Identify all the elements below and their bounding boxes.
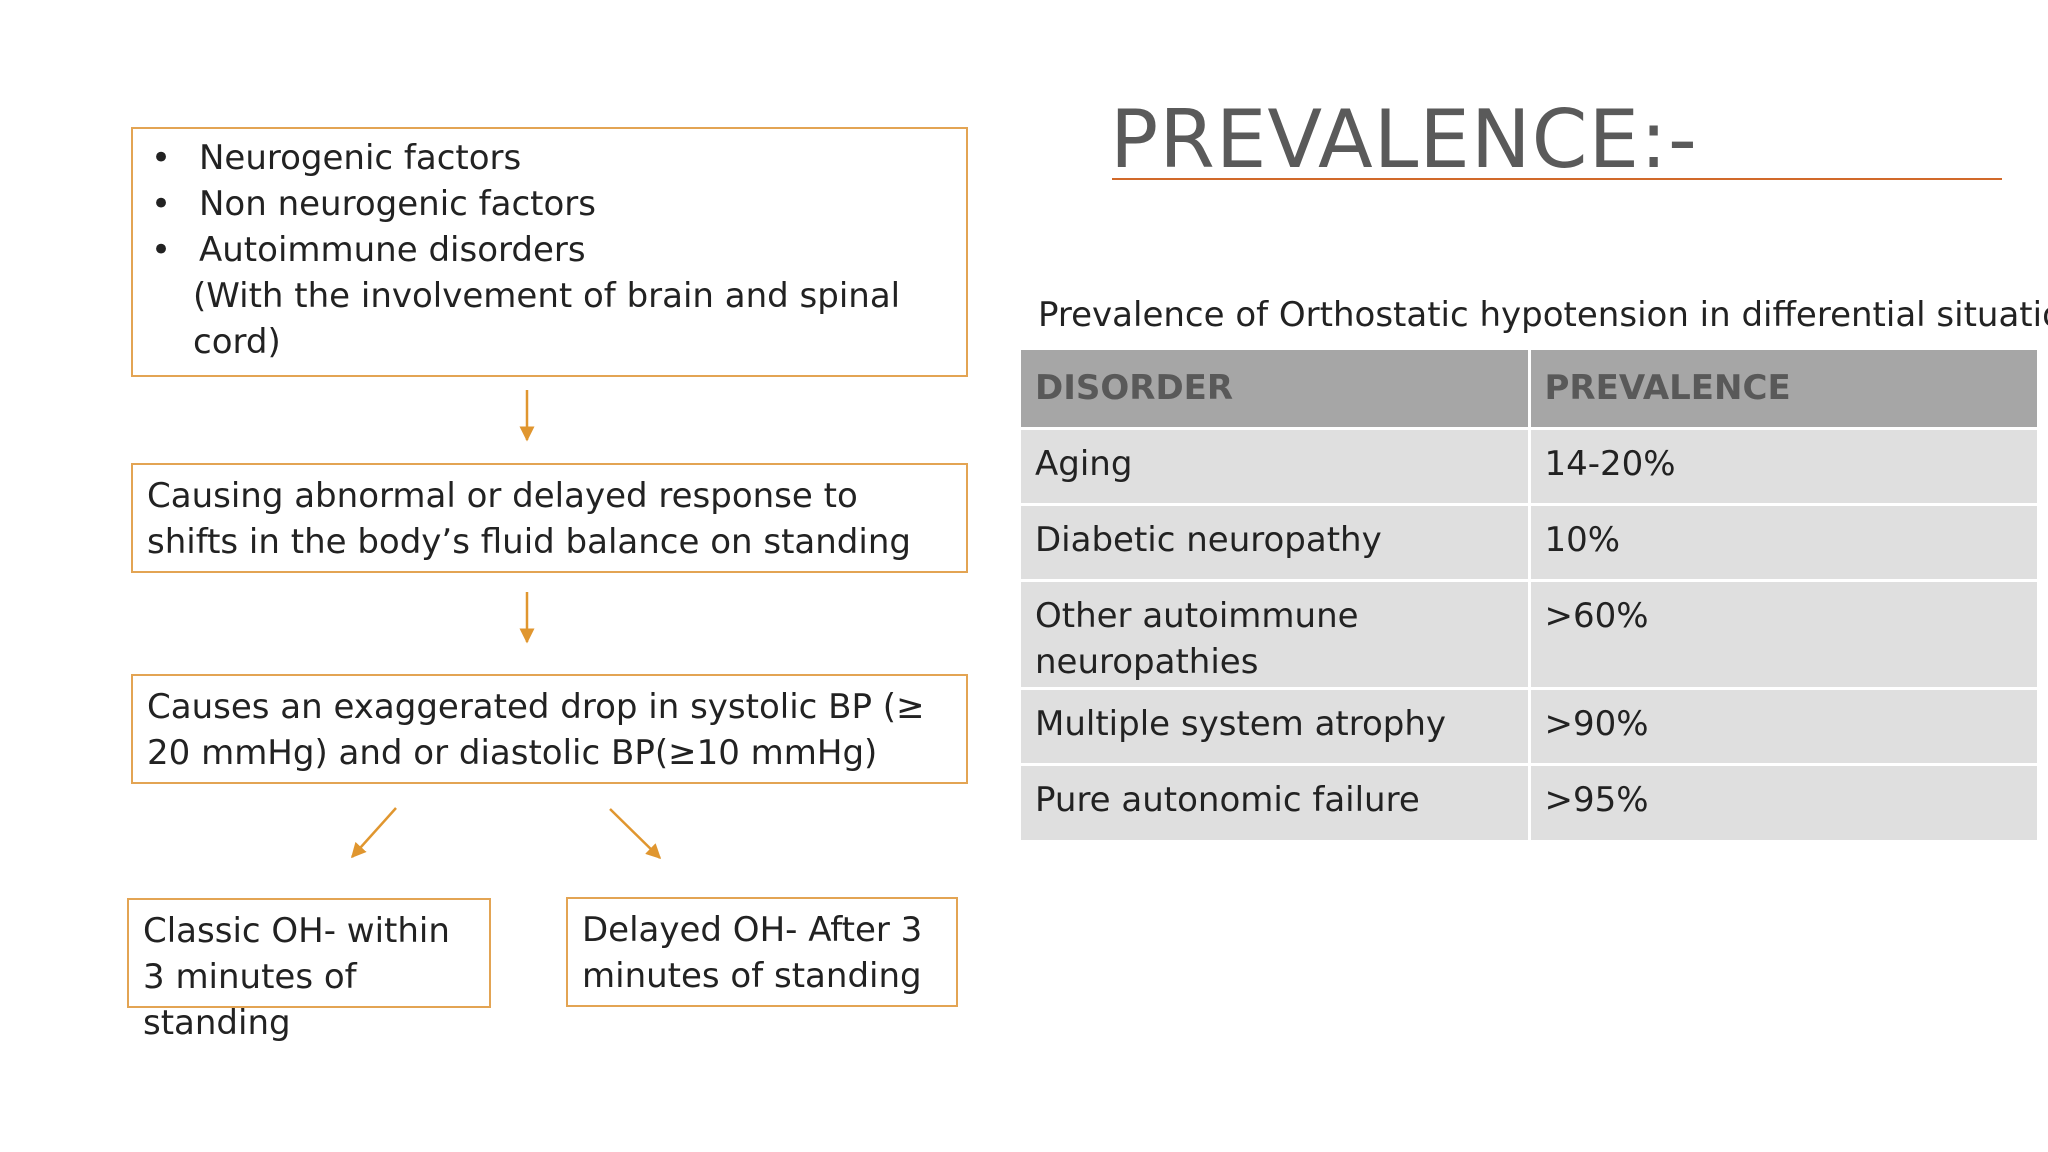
bullet-icon: •	[151, 184, 172, 224]
prevalence-cell: >60%	[1529, 578, 2040, 688]
column-header-prevalence: PREVALENCE	[1529, 350, 2040, 428]
down-right-arrow-icon	[609, 808, 662, 860]
prevalence-cell: 14-20%	[1529, 426, 2040, 504]
table-row: Other autoimmune neuropathies >60%	[1021, 578, 2040, 688]
prevalence-cell: >95%	[1529, 762, 2040, 840]
disorder-cell: Aging	[1021, 426, 1531, 504]
bp-drop-box: Causes an exaggerated drop in systolic B…	[131, 674, 968, 784]
prevalence-cell: >90%	[1529, 686, 2040, 764]
table-row: Pure autonomic failure >95%	[1021, 762, 2040, 840]
disorder-cell: Pure autonomic failure	[1021, 762, 1531, 840]
column-header-disorder: DISORDER	[1021, 350, 1531, 428]
list-item: • Autoimmune disorders	[147, 227, 966, 273]
table-caption: Prevalence of Orthostatic hypotension in…	[1038, 295, 2048, 335]
response-box: Causing abnormal or delayed response to …	[131, 463, 968, 573]
bullet-icon: •	[151, 230, 172, 270]
list-item: • Non neurogenic factors	[147, 181, 966, 227]
disorder-cell: Diabetic neuropathy	[1021, 502, 1531, 580]
table-row: Aging 14-20%	[1021, 426, 2040, 504]
prevalence-cell: 10%	[1529, 502, 2040, 580]
causes-note: (With the involvement of brain and spina…	[193, 276, 901, 362]
down-left-arrow-icon	[350, 807, 397, 859]
causes-box: • Neurogenic factors • Non neurogenic fact…	[131, 127, 968, 377]
cause-label: Autoimmune disorders	[199, 230, 586, 270]
table-row: Diabetic neuropathy 10%	[1021, 502, 2040, 580]
table-row: Multiple system atrophy >90%	[1021, 686, 2040, 764]
delayed-oh-box: Delayed OH- After 3 minutes of standing	[566, 897, 958, 1007]
table-header-row: DISORDER PREVALENCE	[1021, 350, 2040, 428]
disorder-cell: Multiple system atrophy	[1021, 686, 1531, 764]
cause-label: Neurogenic factors	[199, 138, 522, 178]
classic-oh-box: Classic OH- within 3 minutes of standing	[127, 898, 491, 1043]
bullet-icon: •	[151, 138, 172, 178]
disorder-cell: Other autoimmune neuropathies	[1021, 578, 1531, 688]
list-item: • Neurogenic factors	[147, 135, 966, 181]
title-underline	[1112, 178, 2002, 180]
cause-label: Non neurogenic factors	[199, 184, 596, 224]
page-title: PREVALENCE:-	[1110, 93, 1698, 186]
causes-list: • Neurogenic factors • Non neurogenic fact…	[147, 135, 966, 273]
prevalence-table: DISORDER PREVALENCE Aging 14-20% Diabeti…	[1021, 350, 2040, 840]
